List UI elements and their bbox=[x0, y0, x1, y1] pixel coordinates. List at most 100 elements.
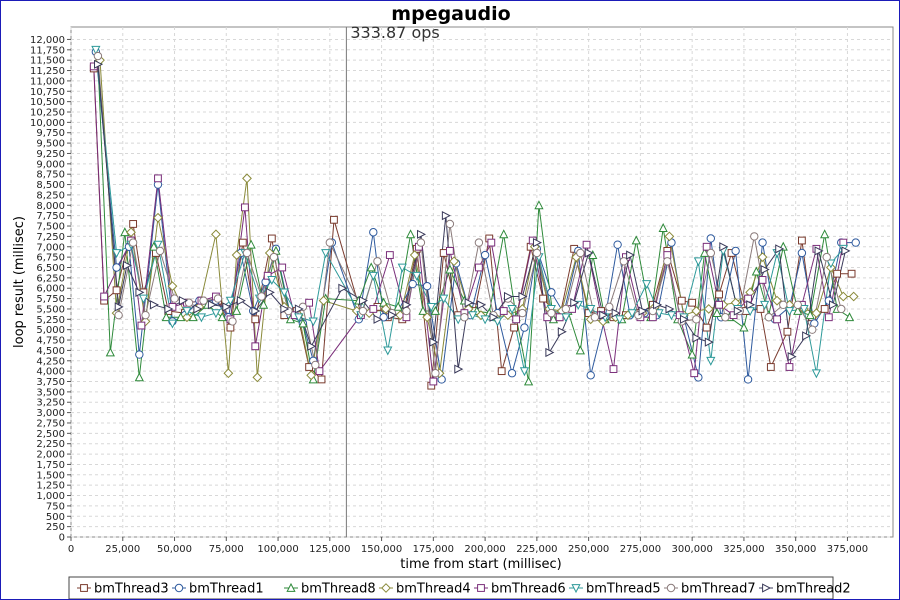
data-point bbox=[746, 300, 756, 310]
data-point bbox=[182, 312, 192, 323]
data-point bbox=[137, 321, 146, 330]
data-point bbox=[690, 369, 699, 378]
data-point bbox=[785, 363, 794, 371]
series-points-bmThread7 bbox=[93, 51, 846, 378]
y-tick-label: 7,750 bbox=[36, 211, 65, 222]
data-point bbox=[648, 306, 658, 316]
data-point bbox=[114, 310, 123, 320]
data-point bbox=[797, 236, 806, 245]
data-point bbox=[246, 239, 256, 249]
data-point bbox=[241, 203, 249, 212]
data-point bbox=[841, 246, 851, 256]
data-point bbox=[112, 286, 121, 295]
data-point bbox=[445, 264, 455, 274]
data-point bbox=[497, 367, 506, 376]
data-point bbox=[654, 309, 664, 319]
legend-label: bmThread5 bbox=[586, 582, 661, 597]
y-tick-label: 6,250 bbox=[36, 273, 65, 284]
data-point bbox=[128, 238, 138, 247]
y-tick-label: 10,500 bbox=[30, 97, 65, 108]
data-point bbox=[278, 263, 287, 272]
data-point bbox=[105, 347, 115, 357]
data-point bbox=[712, 308, 722, 317]
y-tick-label: 500 bbox=[46, 512, 65, 523]
data-point bbox=[532, 248, 542, 258]
data-point bbox=[666, 311, 677, 321]
data-point bbox=[161, 312, 171, 322]
data-point bbox=[793, 305, 803, 315]
data-point bbox=[294, 304, 304, 314]
data-point bbox=[217, 312, 227, 322]
data-point bbox=[258, 299, 269, 309]
data-point bbox=[799, 305, 809, 315]
grid bbox=[70, 27, 893, 538]
data-point bbox=[582, 240, 591, 249]
data-point bbox=[609, 365, 618, 373]
data-point bbox=[100, 292, 109, 301]
legend-label: bmThread8 bbox=[301, 582, 376, 597]
data-point bbox=[383, 346, 393, 356]
data-point bbox=[679, 314, 689, 324]
data-point bbox=[393, 301, 403, 311]
data-point bbox=[499, 307, 508, 315]
data-point bbox=[267, 276, 277, 286]
data-point bbox=[739, 322, 749, 332]
data-point bbox=[368, 271, 378, 281]
legend-swatch-marker bbox=[381, 583, 391, 593]
legend-swatch-marker bbox=[762, 583, 772, 593]
data-point bbox=[772, 295, 782, 306]
y-tick-label: 9,250 bbox=[36, 149, 65, 160]
legend-item-bmThread3: bmThread3 bbox=[77, 582, 169, 597]
legend-item-bmThread1: bmThread1 bbox=[172, 582, 264, 597]
marker-line-group: 333.87 ops bbox=[345, 23, 440, 537]
y-tick-label: 12,000 bbox=[30, 35, 65, 46]
y-tick-label: 8,250 bbox=[36, 190, 65, 201]
data-point bbox=[449, 256, 459, 267]
data-point bbox=[760, 264, 770, 275]
legend-label: bmThread6 bbox=[491, 582, 566, 597]
data-point bbox=[692, 315, 701, 324]
data-point bbox=[366, 262, 376, 272]
y-tick-label: 5,750 bbox=[36, 294, 65, 305]
y-tick-label: 5,500 bbox=[36, 304, 65, 315]
data-point bbox=[557, 327, 567, 337]
data-point bbox=[706, 234, 715, 243]
y-tick-label: 11,500 bbox=[30, 56, 65, 67]
data-point bbox=[135, 287, 145, 297]
y-tick-label: 4,250 bbox=[36, 356, 65, 367]
x-tick-label: 350,000 bbox=[775, 544, 816, 555]
data-point bbox=[94, 59, 104, 69]
data-point bbox=[170, 294, 179, 303]
y-tick-label: 7,000 bbox=[36, 242, 65, 253]
data-point bbox=[373, 257, 382, 266]
data-point bbox=[426, 302, 436, 312]
data-point bbox=[460, 313, 469, 322]
data-point bbox=[231, 250, 242, 260]
y-tick-label: 250 bbox=[46, 522, 65, 533]
data-point bbox=[153, 212, 163, 223]
data-point bbox=[844, 312, 855, 322]
data-point bbox=[134, 372, 144, 382]
data-point bbox=[797, 248, 807, 258]
data-point bbox=[703, 304, 714, 314]
data-point bbox=[615, 315, 625, 325]
data-point bbox=[688, 298, 697, 307]
data-point bbox=[311, 360, 320, 370]
x-tick-label: 225,000 bbox=[516, 544, 557, 555]
y-tick-label: 1,750 bbox=[36, 460, 65, 471]
data-point bbox=[793, 300, 802, 310]
data-point bbox=[588, 249, 598, 259]
data-point bbox=[586, 371, 595, 380]
data-point bbox=[808, 325, 817, 334]
data-point bbox=[213, 294, 223, 303]
data-point bbox=[298, 318, 308, 328]
data-point bbox=[251, 315, 260, 324]
data-point bbox=[599, 310, 609, 320]
data-point bbox=[848, 291, 859, 302]
x-tick-label: 375,000 bbox=[827, 544, 868, 555]
data-point bbox=[149, 241, 159, 251]
data-point bbox=[338, 283, 348, 293]
y-tick-label: 2,750 bbox=[36, 418, 65, 429]
data-point bbox=[321, 249, 331, 259]
